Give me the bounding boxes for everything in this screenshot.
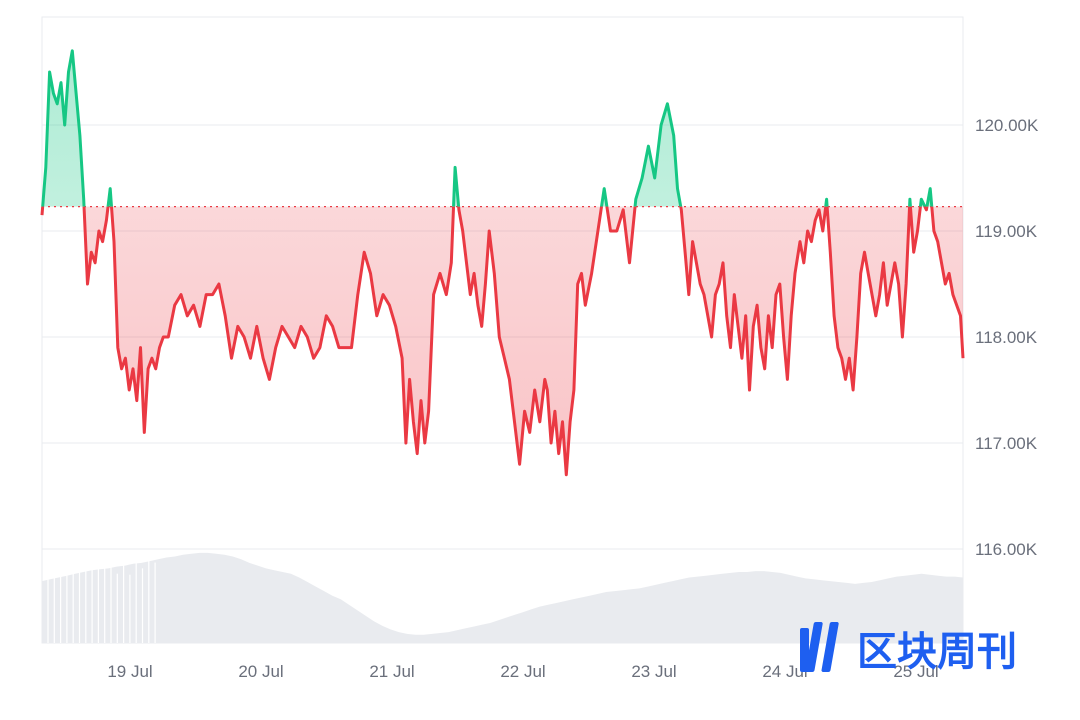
volume-area xyxy=(42,552,963,643)
x-tick-label: 21 Jul xyxy=(369,662,414,681)
y-tick-label: 118.00K xyxy=(975,328,1038,347)
x-axis-ticks: 19 Jul 20 Jul 21 Jul 22 Jul 23 Jul 24 Jul 25 J… xyxy=(107,662,938,681)
x-tick-label: 19 Jul xyxy=(107,662,152,681)
price-line xyxy=(40,49,965,477)
y-tick-label: 119.00K xyxy=(975,222,1038,241)
y-axis-ticks: 120.00K 119.00K 118.00K 117.00K 116.00K xyxy=(975,116,1039,559)
x-tick-label: 22 Jul xyxy=(500,662,545,681)
watermark-logo: 区块周刊 xyxy=(800,622,1017,675)
bar-logo-icon xyxy=(800,622,839,672)
price-area-fill xyxy=(42,50,963,475)
volume-area-path xyxy=(42,552,963,643)
y-tick-label: 117.00K xyxy=(975,434,1038,453)
x-tick-label: 23 Jul xyxy=(631,662,676,681)
x-tick-label: 25 Jul xyxy=(893,662,938,681)
x-tick-label: 24 Jul xyxy=(762,662,807,681)
x-tick-label: 20 Jul xyxy=(238,662,283,681)
y-tick-label: 120.00K xyxy=(975,116,1039,135)
price-line-down xyxy=(40,206,965,477)
y-tick-label: 116.00K xyxy=(975,540,1038,559)
watermark-text: 区块周刊 xyxy=(857,629,1017,675)
area-below-baseline xyxy=(42,206,963,475)
